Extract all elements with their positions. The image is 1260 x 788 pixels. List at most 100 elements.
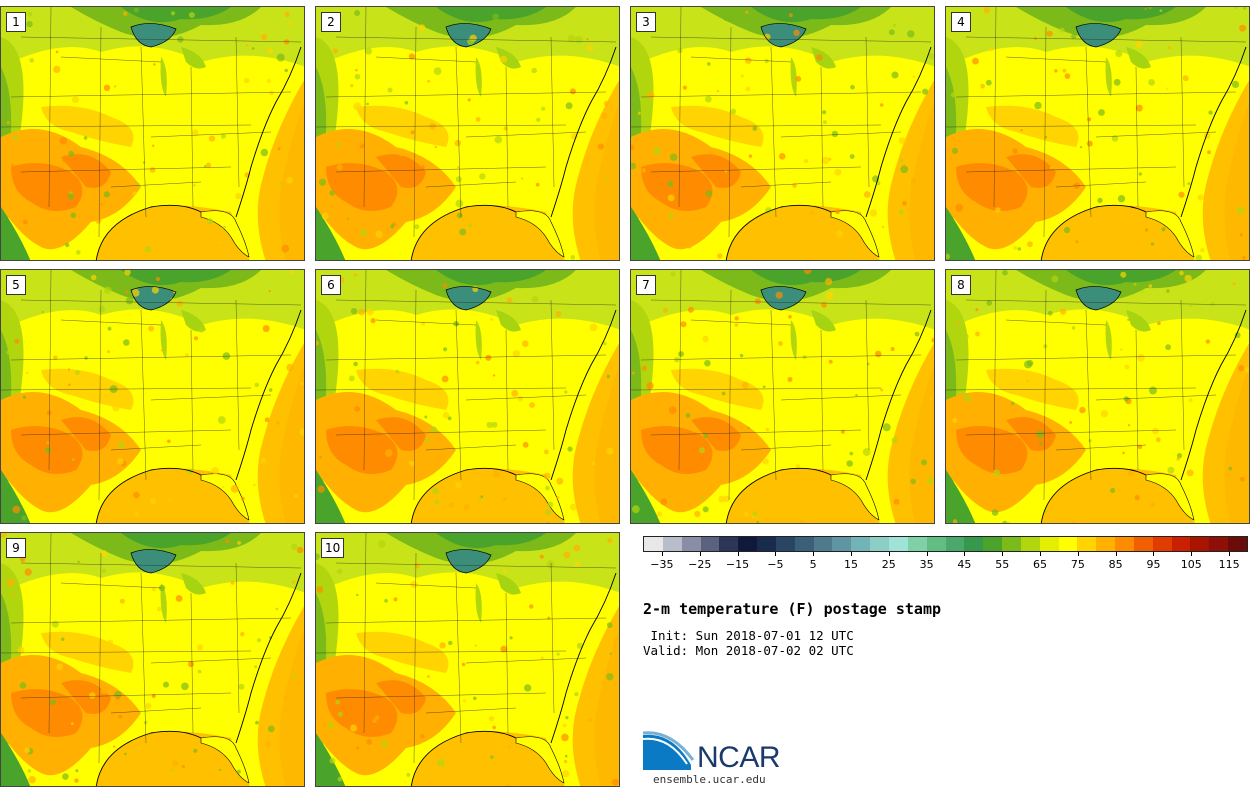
valid-time: Valid: Mon 2018-07-02 02 UTC (643, 643, 854, 658)
colorbar-swatch (757, 537, 776, 551)
colorbar-swatch (1190, 537, 1210, 551)
init-time: Init: Sun 2018-07-01 12 UTC (643, 628, 854, 643)
member-label: 4 (951, 12, 971, 32)
member-panel-7: 7 (630, 269, 935, 524)
colorbar-swatch (870, 537, 889, 551)
temperature-map-3 (631, 7, 934, 260)
colorbar-tick-label: 15 (843, 558, 858, 571)
colorbar-tick (1077, 552, 1079, 556)
colorbar-tick-label: 105 (1180, 558, 1202, 571)
colorbar-swatch (851, 537, 871, 551)
colorbar-swatch (775, 537, 795, 551)
member-label: 5 (6, 275, 26, 295)
colorbar-tick-label: 5 (809, 558, 817, 571)
colorbar-swatch (964, 537, 984, 551)
member-panel-6: 6 (315, 269, 620, 524)
member-label: 8 (951, 275, 971, 295)
temperature-map-1 (1, 7, 304, 260)
member-label: 9 (6, 538, 26, 558)
colorbar-swatch (681, 537, 701, 551)
member-panel-10: 10 (315, 532, 620, 787)
temperature-map-2 (316, 7, 619, 260)
colorbar-tick (661, 552, 663, 556)
colorbar-swatch (1020, 537, 1040, 551)
temperature-map-8 (946, 270, 1249, 523)
colorbar-tick (775, 552, 777, 556)
colorbar-swatch (738, 537, 758, 551)
colorbar-tick-label: −25 (688, 558, 712, 571)
temperature-map-5 (1, 270, 304, 523)
colorbar-swatch (719, 537, 739, 551)
colorbar-swatch (832, 537, 852, 551)
colorbar-tick-label: 85 (1108, 558, 1123, 571)
colorbar-swatch (662, 537, 682, 551)
colorbar-tick-label: −35 (650, 558, 674, 571)
colorbar-swatch (1096, 537, 1116, 551)
colorbar-tick-label: 45 (957, 558, 972, 571)
colorbar-swatch (888, 537, 908, 551)
temperature-colorbar (643, 536, 1248, 552)
colorbar-tick-label: 115 (1218, 558, 1240, 571)
temperature-map-4 (946, 7, 1249, 260)
colorbar-tick-label: −5 (767, 558, 784, 571)
member-panel-5: 5 (0, 269, 305, 524)
member-panel-2: 2 (315, 6, 620, 261)
colorbar-tick (926, 552, 928, 556)
ncar-logo-text: NCAR (697, 741, 781, 774)
colorbar-swatch (1152, 537, 1172, 551)
colorbar-swatch (945, 537, 965, 551)
colorbar-swatch (983, 537, 1003, 551)
colorbar-tick (737, 552, 739, 556)
temperature-map-10 (316, 533, 619, 786)
temperature-map-6 (316, 270, 619, 523)
colorbar-ticks: −35 −25 −15 −5 5 15 25 35 45 55 65 75 85 95 105 115 (643, 552, 1248, 574)
colorbar-tick-label: 65 (1033, 558, 1048, 571)
colorbar-tick-label: 55 (995, 558, 1010, 571)
colorbar-swatch (1002, 537, 1021, 551)
colorbar-tick-label: −15 (725, 558, 750, 571)
colorbar-swatch (926, 537, 946, 551)
colorbar-swatch (700, 537, 720, 551)
colorbar-tick (1153, 552, 1155, 556)
colorbar-swatch (1077, 537, 1097, 551)
colorbar-swatch (813, 537, 833, 551)
colorbar-tick (1002, 552, 1004, 556)
member-panel-1: 1 (0, 6, 305, 261)
colorbar-swatch (1171, 537, 1191, 551)
member-panel-4: 4 (945, 6, 1250, 261)
colorbar-swatch (907, 537, 927, 551)
member-label: 1 (6, 12, 26, 32)
colorbar-tick (1229, 552, 1231, 556)
ncar-logo-icon (643, 731, 695, 770)
colorbar-tick (1040, 552, 1042, 556)
temperature-map-7 (631, 270, 934, 523)
colorbar-tick (699, 552, 701, 556)
colorbar-swatch (794, 537, 814, 551)
colorbar-tick (888, 552, 890, 556)
temperature-map-9 (1, 533, 304, 786)
colorbar-tick-label: 95 (1146, 558, 1161, 571)
colorbar-swatch (1039, 537, 1059, 551)
colorbar-swatch (1209, 537, 1229, 551)
product-title: 2-m temperature (F) postage stamp (643, 600, 942, 618)
colorbar-tick (813, 552, 815, 556)
member-label: 2 (321, 12, 341, 32)
member-label: 6 (321, 275, 341, 295)
member-panel-9: 9 (0, 532, 305, 787)
colorbar-tick (1115, 552, 1117, 556)
colorbar-tick (850, 552, 852, 556)
colorbar-swatch (1228, 537, 1247, 551)
colorbar-tick-label: 25 (881, 558, 896, 571)
member-panel-8: 8 (945, 269, 1250, 524)
colorbar-tick-label: 75 (1070, 558, 1085, 571)
colorbar-tick (964, 552, 966, 556)
member-label: 7 (636, 275, 656, 295)
colorbar-swatch (644, 537, 663, 551)
member-label: 10 (321, 538, 345, 558)
colorbar-swatch (1058, 537, 1078, 551)
logo-url: ensemble.ucar.edu (653, 773, 766, 786)
member-panel-3: 3 (630, 6, 935, 261)
colorbar-swatch (1115, 537, 1134, 551)
member-label: 3 (636, 12, 656, 32)
colorbar-tick (1191, 552, 1193, 556)
